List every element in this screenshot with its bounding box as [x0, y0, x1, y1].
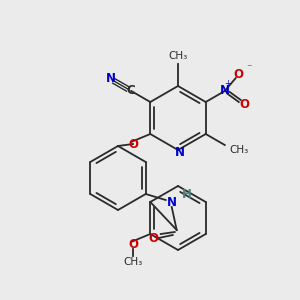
Text: CH₃: CH₃ — [230, 145, 249, 155]
Text: +: + — [224, 80, 231, 88]
Text: O: O — [240, 98, 250, 112]
Text: CH₃: CH₃ — [168, 51, 188, 61]
Text: H: H — [182, 188, 192, 200]
Text: CH₃: CH₃ — [123, 257, 142, 267]
Text: N: N — [220, 85, 230, 98]
Text: C: C — [127, 85, 136, 98]
Text: O: O — [149, 232, 159, 244]
Text: O: O — [128, 238, 138, 250]
Text: N: N — [175, 146, 185, 160]
Text: O: O — [128, 137, 138, 151]
Text: N: N — [167, 196, 177, 208]
Text: N: N — [106, 73, 116, 85]
Text: ⁻: ⁻ — [246, 63, 251, 73]
Text: O: O — [234, 68, 244, 82]
